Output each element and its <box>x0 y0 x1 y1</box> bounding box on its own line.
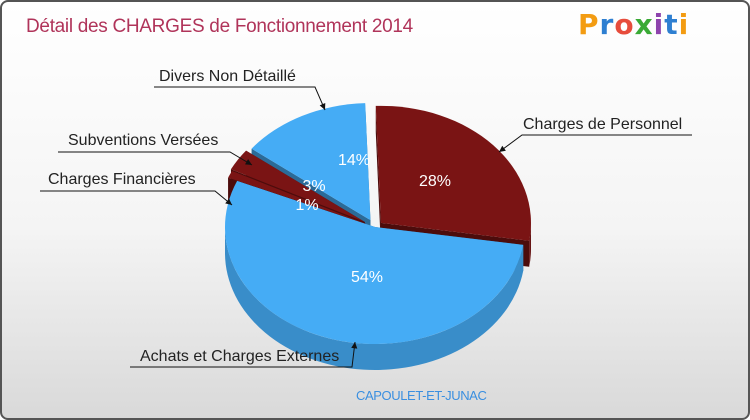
pie-slice-charges-financieres <box>228 170 366 224</box>
pct-label-charges-personnel: 28% <box>419 173 451 190</box>
brand-logo: Proxiti <box>578 8 690 41</box>
pct-label-subventions-versees: 3% <box>302 178 325 195</box>
leader-line-divers-non-detaille <box>154 86 326 111</box>
leader-line-charges-personnel <box>498 134 692 153</box>
chart-title: Détail des CHARGES de Fonctionnement 201… <box>26 16 413 37</box>
leader-arrow-divers-non-detaille <box>319 103 326 110</box>
leader-arrow-charges-financieres <box>225 198 232 205</box>
leader-line-achats-charges-externes <box>130 341 356 368</box>
category-label-charges-personnel: Charges de Personnel <box>523 116 682 133</box>
category-label-subventions-versees: Subventions Versées <box>68 132 218 149</box>
pie-slice-subventions-versees <box>230 150 365 223</box>
category-label-charges-financieres: Charges Financières <box>48 171 196 188</box>
pie-side-achats-charges-externes <box>225 227 524 371</box>
pct-label-achats-charges-externes: 54% <box>351 269 383 286</box>
leader-arrow-subventions-versees <box>245 159 252 165</box>
pie-tops <box>224 103 531 345</box>
leader-arrow-achats-charges-externes <box>351 342 358 349</box>
category-label-achats-charges-externes: Achats et Charges Externes <box>140 348 339 365</box>
pie-side-charges-personnel <box>529 222 531 267</box>
leader-arrow-charges-personnel <box>499 145 506 152</box>
pie-slice-achats-charges-externes <box>224 180 524 345</box>
pct-label-divers-non-detaille: 14% <box>338 152 370 169</box>
pie-slice-divers-non-detaille <box>251 103 371 221</box>
pie-wall-charges-personnel <box>375 105 381 249</box>
pie-slice-charges-personnel <box>375 105 531 241</box>
leader-line-charges-financieres <box>40 190 233 206</box>
pct-label-charges-financieres: 1% <box>295 197 318 214</box>
leader-line-subventions-versees <box>58 151 253 166</box>
commune-name: CAPOULET-ET-JUNAC <box>356 388 487 403</box>
category-label-divers-non-detaille: Divers Non Détaillé <box>159 68 296 85</box>
